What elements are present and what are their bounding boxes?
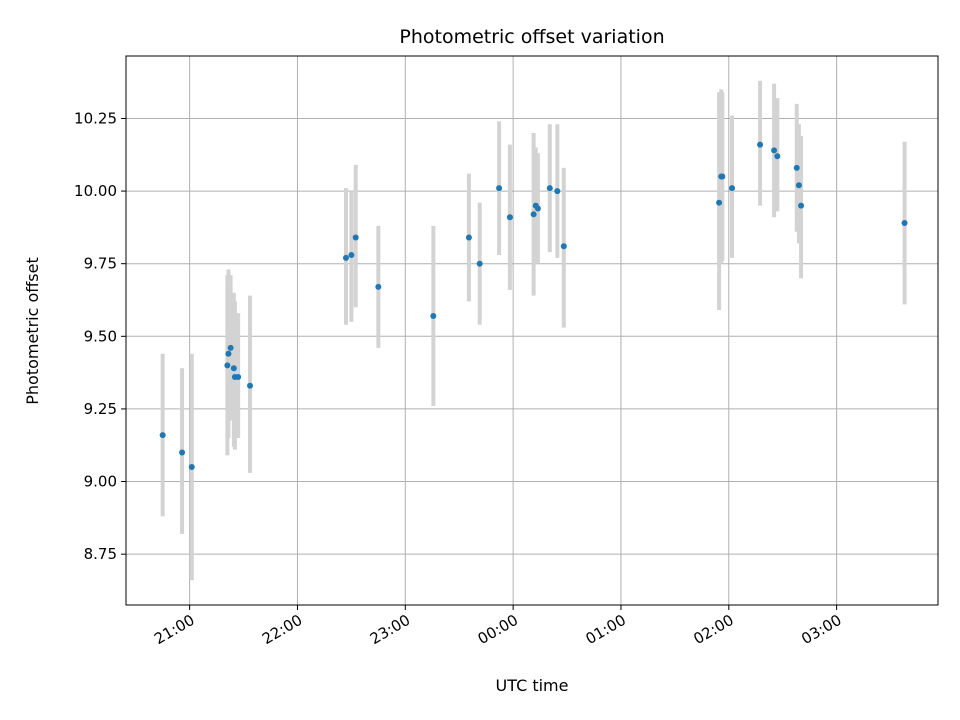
data-points <box>159 141 908 471</box>
data-point <box>348 251 355 258</box>
data-point <box>179 449 186 456</box>
data-point <box>227 344 234 351</box>
data-point <box>375 283 382 290</box>
y-tick-label: 9.50 <box>84 327 117 345</box>
x-axis-title: UTC time <box>496 676 569 695</box>
y-tick-label: 9.75 <box>84 255 117 273</box>
y-tick-label: 9.25 <box>84 400 117 418</box>
data-point <box>496 185 503 192</box>
data-point <box>247 382 254 389</box>
data-point <box>188 464 195 471</box>
data-point <box>506 214 513 221</box>
data-point <box>795 182 802 189</box>
data-point <box>716 199 723 206</box>
data-point <box>476 260 483 267</box>
data-point <box>719 173 726 180</box>
data-point <box>342 254 349 261</box>
data-point <box>235 373 242 380</box>
data-point <box>534 205 541 212</box>
y-tick-label: 8.75 <box>84 545 117 563</box>
plot-frame <box>125 55 939 606</box>
data-point <box>757 141 764 148</box>
data-point <box>798 202 805 209</box>
y-axis-title: Photometric offset <box>23 257 42 405</box>
data-point <box>793 164 800 171</box>
data-point <box>554 188 561 195</box>
data-point <box>159 432 166 439</box>
data-point <box>729 185 736 192</box>
chart-title: Photometric offset variation <box>399 26 664 48</box>
data-point <box>430 312 437 319</box>
data-point <box>546 185 553 192</box>
y-tick-label: 10.00 <box>74 182 117 200</box>
data-point <box>224 362 231 369</box>
data-point <box>774 153 781 160</box>
data-point <box>901 220 908 227</box>
data-point <box>352 234 359 241</box>
data-point <box>560 243 567 250</box>
data-point <box>230 365 237 372</box>
data-point <box>771 147 778 154</box>
y-axis: 8.75 9.00 9.25 9.50 9.75 10.00 10.25 <box>74 109 126 563</box>
data-point <box>465 234 472 241</box>
y-tick-label: 9.00 <box>84 473 117 491</box>
y-tick-label: 10.25 <box>74 109 117 127</box>
data-point <box>530 211 537 218</box>
data-point <box>225 350 232 357</box>
